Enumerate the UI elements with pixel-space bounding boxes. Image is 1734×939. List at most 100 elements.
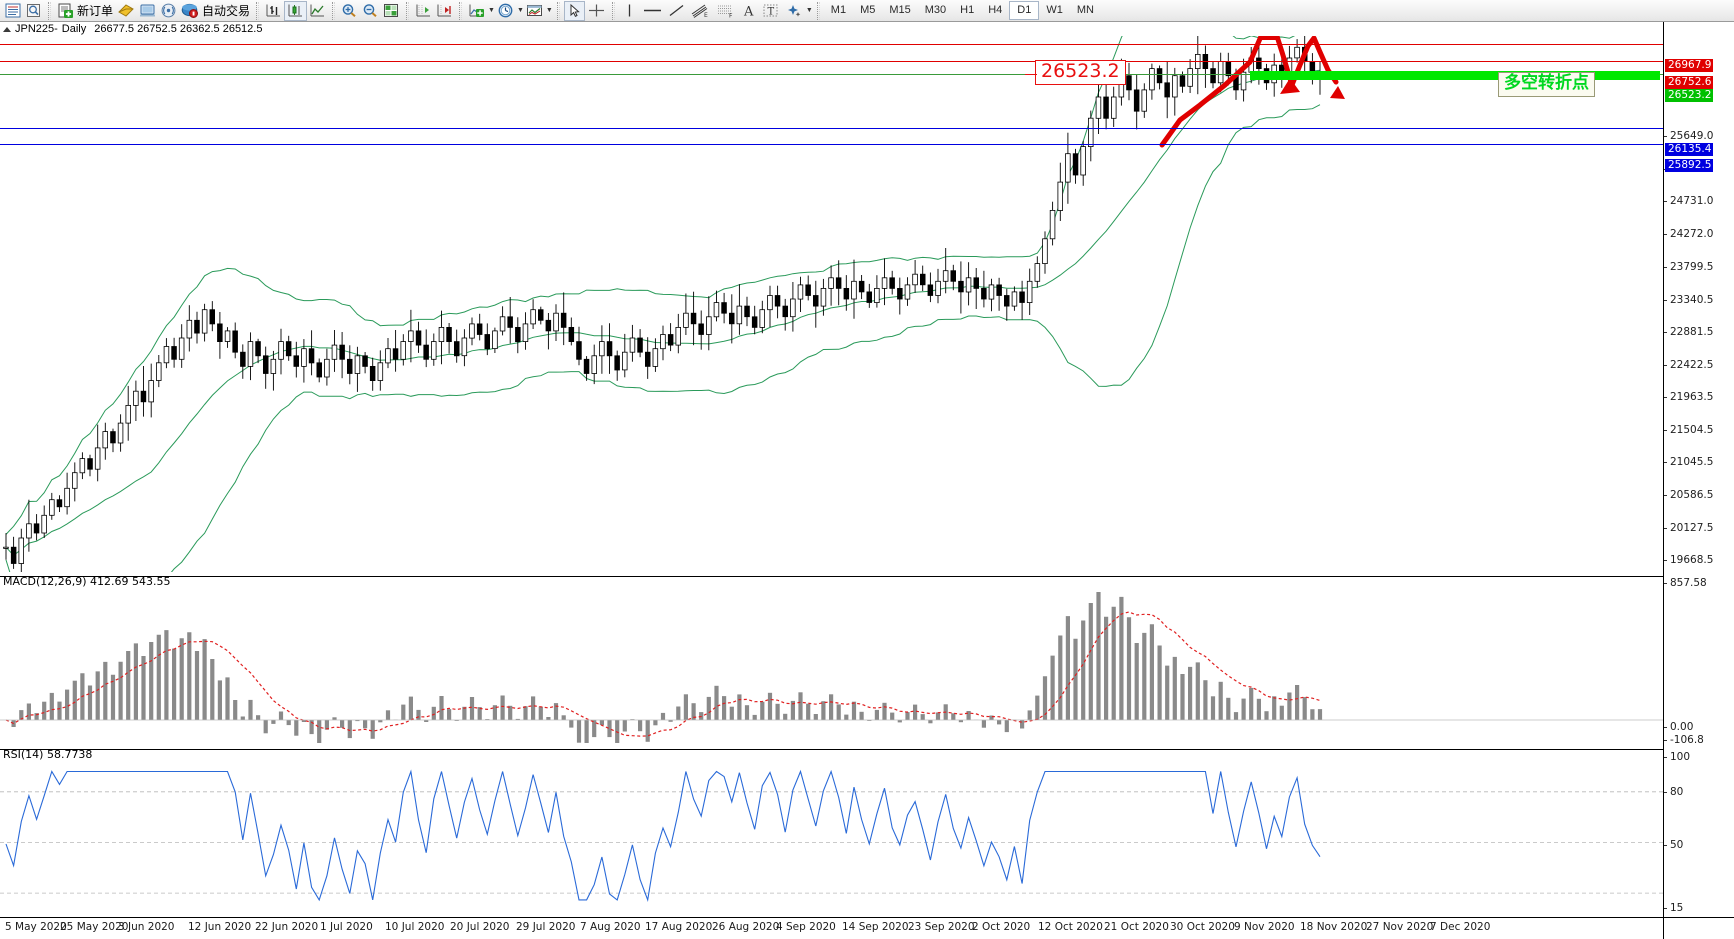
trendline-icon[interactable] xyxy=(665,1,688,21)
candlestick xyxy=(316,358,322,383)
support-line-1[interactable] xyxy=(0,128,1663,129)
candlestick xyxy=(415,321,422,353)
toolbar-separator xyxy=(611,1,615,20)
timeframe-h1[interactable]: H1 xyxy=(960,4,975,16)
timeframe-w1[interactable]: W1 xyxy=(1046,4,1063,16)
signals-icon[interactable] xyxy=(158,1,179,21)
new-order-label[interactable]: 新订单 xyxy=(77,4,114,18)
date-axis-label: 25 May 2020 xyxy=(60,921,129,933)
price-axis-tick: 25649.0 xyxy=(1664,130,1713,142)
macd-pane[interactable] xyxy=(0,576,1663,743)
line-chart-icon[interactable] xyxy=(307,1,328,21)
zoom-out-icon[interactable] xyxy=(360,1,381,21)
autotrade-label[interactable]: 自动交易 xyxy=(202,4,251,18)
templates-icon[interactable] xyxy=(524,1,545,21)
price-level-tag[interactable]: 26752.6 xyxy=(1665,76,1714,89)
candlestick xyxy=(125,385,132,441)
vertical-line-icon[interactable] xyxy=(619,1,640,21)
auto-scroll-icon[interactable] xyxy=(434,1,455,21)
price-axis-tick: 21045.5 xyxy=(1664,456,1713,468)
chinese-annotation-label[interactable]: 多空转折点 xyxy=(1498,72,1595,97)
candlestick xyxy=(667,323,674,352)
macd-canvas[interactable] xyxy=(0,577,1663,743)
candlestick xyxy=(133,380,139,421)
candlestick xyxy=(469,317,475,346)
candlestick xyxy=(79,452,86,480)
price-level-tag[interactable]: 25892.5 xyxy=(1665,159,1714,172)
timeframe-h4[interactable]: H4 xyxy=(988,4,1003,16)
collapse-triangle-icon[interactable] xyxy=(3,26,11,32)
expert-advisor-icon[interactable] xyxy=(115,1,137,21)
candlestick xyxy=(912,260,918,293)
toolbar-separator xyxy=(256,1,260,20)
crosshair-icon[interactable] xyxy=(585,1,608,21)
timeframe-m5[interactable]: M5 xyxy=(860,4,876,16)
equidistant-channel-icon[interactable]: E xyxy=(688,1,713,21)
rsi-canvas[interactable] xyxy=(0,750,1663,917)
tile-windows-icon[interactable] xyxy=(381,1,402,21)
fibonacci-icon[interactable]: F xyxy=(713,1,738,21)
date-axis-label: 5 May 2020 xyxy=(5,921,67,933)
symbol-bar: JPN225- Daily 26677.5 26752.5 26362.5 26… xyxy=(0,22,1734,36)
candlestick xyxy=(453,329,460,363)
text-label-icon[interactable]: T xyxy=(759,1,782,21)
candlestick xyxy=(270,350,277,391)
candlestick xyxy=(72,462,78,502)
candlestick-chart-icon[interactable] xyxy=(284,0,308,21)
date-axis[interactable]: 5 May 2020 25 May 2020 3 Jun 2020 12 Jun 20… xyxy=(0,917,1663,939)
period-icon[interactable] xyxy=(495,1,516,21)
templates-dropdown-caret[interactable]: ▼ xyxy=(545,7,553,14)
shift-end-icon[interactable] xyxy=(413,1,434,21)
price-chart-pane[interactable] xyxy=(0,36,1663,572)
period-dropdown-caret[interactable]: ▼ xyxy=(516,7,524,14)
timeframe-mn[interactable]: MN xyxy=(1076,4,1094,16)
candlestick xyxy=(858,275,865,300)
timeframe-d1[interactable]: D1 xyxy=(1009,1,1040,20)
candlestick xyxy=(1004,288,1010,321)
indicators-dropdown-caret[interactable]: ▼ xyxy=(488,7,495,14)
timeframe-m15[interactable]: M15 xyxy=(889,4,911,16)
indicators-icon[interactable] xyxy=(466,1,487,21)
text-icon[interactable]: A xyxy=(738,1,759,21)
support-line-2[interactable] xyxy=(0,144,1663,145)
price-chart-canvas[interactable] xyxy=(0,36,1663,572)
candlestick xyxy=(354,346,361,392)
shapes-dropdown-caret[interactable]: ▼ xyxy=(805,7,813,14)
candlestick xyxy=(729,294,735,344)
autotrade-icon[interactable] xyxy=(179,1,201,21)
horizontal-line-icon[interactable] xyxy=(640,1,665,21)
candlestick xyxy=(438,310,445,365)
rsi-axis-tick: 80 xyxy=(1664,786,1683,798)
date-axis-label: 3 Jun 2020 xyxy=(118,921,175,933)
data-window-icon[interactable] xyxy=(23,1,44,21)
cursor-icon[interactable] xyxy=(563,0,585,21)
candlestick xyxy=(1034,256,1041,288)
candlestick xyxy=(446,323,452,354)
market-watch-icon[interactable] xyxy=(2,1,23,21)
resistance-line-1[interactable] xyxy=(0,44,1663,45)
price-level-tag[interactable]: 26135.4 xyxy=(1665,143,1714,156)
candlestick xyxy=(515,317,521,354)
price-callout-label[interactable]: 26523.2 xyxy=(1035,60,1126,85)
candlestick xyxy=(3,533,9,560)
candlestick xyxy=(1172,67,1178,116)
pivot-zone-highlight[interactable] xyxy=(1250,71,1660,80)
rsi-pane[interactable] xyxy=(0,749,1663,917)
red-trend-annotation[interactable] xyxy=(1159,36,1345,148)
terminal-icon[interactable] xyxy=(137,1,158,21)
candlestick xyxy=(293,341,299,378)
timeframe-m1[interactable]: M1 xyxy=(830,4,847,16)
timeframe-m30[interactable]: M30 xyxy=(924,4,947,16)
new-order-icon[interactable] xyxy=(55,1,76,21)
price-level-tag[interactable]: 26967.9 xyxy=(1665,59,1714,72)
bar-chart-icon[interactable] xyxy=(263,1,284,21)
candlestick xyxy=(1179,71,1186,93)
price-axis-tick: 21963.5 xyxy=(1664,391,1713,403)
candlestick xyxy=(576,326,582,366)
price-axis[interactable]: 25649.025190.024731.024272.023799.523340… xyxy=(1663,22,1734,917)
shapes-icon[interactable] xyxy=(782,1,805,21)
pivot-line[interactable] xyxy=(0,74,1663,75)
price-level-tag[interactable]: 26523.2 xyxy=(1665,89,1714,102)
zoom-in-icon[interactable] xyxy=(339,1,360,21)
resistance-line-2[interactable] xyxy=(0,61,1663,62)
